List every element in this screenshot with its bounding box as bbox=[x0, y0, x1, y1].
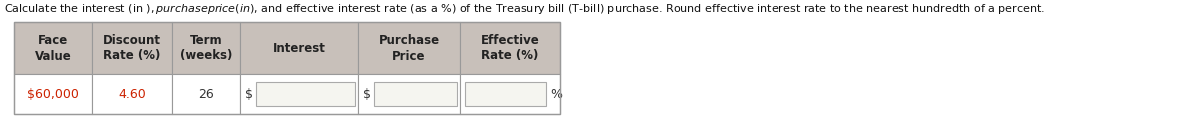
Bar bbox=[240, 74, 358, 114]
Bar bbox=[374, 82, 457, 106]
Text: $: $ bbox=[364, 87, 371, 101]
Text: $: $ bbox=[245, 87, 253, 101]
Bar bbox=[14, 22, 560, 114]
Text: Calculate the interest (in $), purchase price (in $), and effective interest rat: Calculate the interest (in $), purchase … bbox=[4, 2, 1045, 16]
Text: 4.60: 4.60 bbox=[118, 87, 146, 101]
Bar bbox=[240, 22, 358, 74]
Text: 26: 26 bbox=[198, 87, 214, 101]
Text: Interest: Interest bbox=[272, 41, 325, 55]
Bar bbox=[466, 82, 546, 106]
Bar bbox=[256, 82, 355, 106]
Bar bbox=[358, 22, 460, 74]
Text: Term
(weeks): Term (weeks) bbox=[180, 33, 232, 63]
Bar bbox=[172, 22, 240, 74]
Bar bbox=[358, 74, 460, 114]
Text: $60,000: $60,000 bbox=[28, 87, 79, 101]
Text: Effective
Rate (%): Effective Rate (%) bbox=[481, 33, 539, 63]
Bar bbox=[460, 74, 560, 114]
Bar bbox=[92, 22, 172, 74]
Text: %: % bbox=[550, 87, 562, 101]
Text: Purchase
Price: Purchase Price bbox=[378, 33, 439, 63]
Text: Discount
Rate (%): Discount Rate (%) bbox=[103, 33, 161, 63]
Text: Face
Value: Face Value bbox=[35, 33, 71, 63]
Bar bbox=[92, 74, 172, 114]
Bar bbox=[460, 22, 560, 74]
Bar bbox=[14, 22, 92, 74]
Bar bbox=[14, 74, 92, 114]
Bar bbox=[172, 74, 240, 114]
